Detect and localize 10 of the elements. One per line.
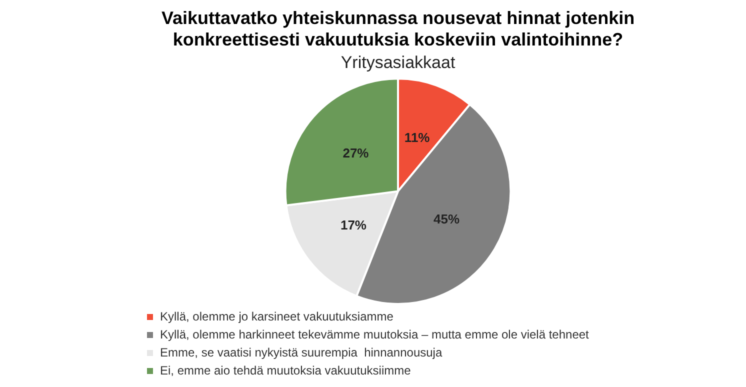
legend-label: Kyllä, olemme harkinneet tekevämme muutoksia – mutta emme ole vielä tehneet [160, 327, 590, 342]
data-label: 45% [433, 212, 460, 227]
legend-label: Kyllä, olemme jo karsineet vakuutuksiamme [160, 309, 394, 324]
legend-label: Emme, se vaatisi nykyistä suurempia hinnannousuja [160, 345, 442, 360]
chart-subtitle: Yritysasiakkaat [340, 53, 456, 72]
data-label: 27% [342, 146, 370, 161]
chart-title: Vaikuttavatko yhteiskunnassa nousevat hinnat jotenkin konkreettisesti vakuutuksia koskeviin valintoihinne? [161, 8, 635, 50]
data-label: 11% [404, 130, 430, 145]
data-label: 17% [340, 217, 367, 232]
legend-label: Ei, emme aio tehdä muutoksia vakuutuksiimme [160, 363, 412, 378]
